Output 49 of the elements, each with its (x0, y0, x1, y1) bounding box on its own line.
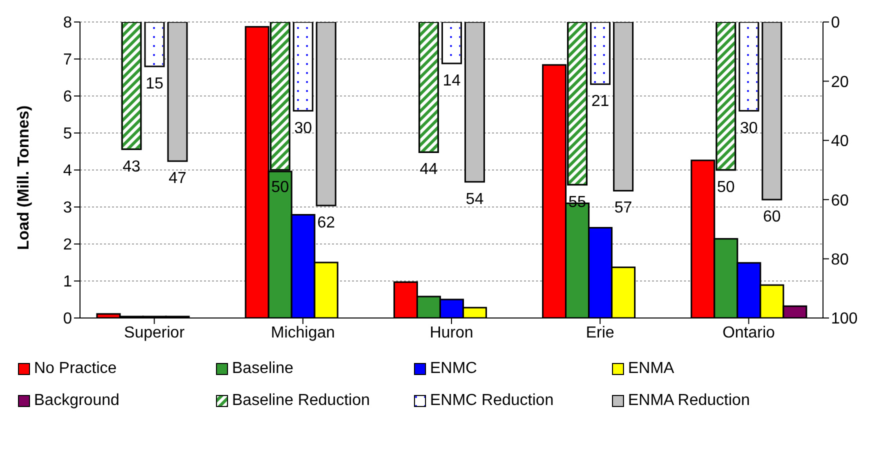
legend-label: ENMC (430, 360, 478, 378)
data-label: 30 (294, 120, 312, 137)
legend-label: Background (34, 392, 120, 410)
legend-label: Baseline Reduction (232, 392, 370, 410)
y2-tick-label: 60 (831, 192, 849, 210)
bar (762, 22, 782, 200)
legend-label: ENMA (628, 360, 674, 378)
legend-label: No Practice (34, 360, 117, 378)
y-tick-label: 5 (63, 126, 72, 143)
data-label: 50 (271, 179, 290, 196)
y2-tick-label: 0 (831, 14, 840, 32)
bar (167, 22, 188, 162)
y2-tick-label: 20 (831, 74, 849, 91)
data-label: 43 (122, 158, 140, 176)
data-label: 47 (168, 170, 186, 188)
legend-label: ENMC Reduction (430, 392, 554, 410)
legend-label: ENMA Reduction (628, 392, 750, 410)
data-label: 55 (568, 194, 586, 211)
data-label: 62 (317, 214, 336, 232)
y2-tick-label: 40 (831, 133, 849, 150)
x-tick-label: Ontario (722, 324, 776, 342)
data-label: 54 (466, 190, 484, 208)
data-label: 21 (591, 93, 610, 110)
y2-tick-label: 80 (831, 251, 849, 268)
x-tick-label: Huron (430, 324, 474, 342)
legend-label: Baseline (232, 360, 294, 378)
data-label: 50 (717, 179, 735, 196)
data-label: 30 (740, 120, 758, 137)
y-tick-label: 1 (63, 274, 72, 291)
x-tick-label: Michigan (270, 324, 335, 342)
y-tick-label: 6 (63, 88, 72, 106)
y-tick-label: 7 (63, 52, 72, 69)
bar (316, 22, 336, 206)
y-tick-label: 0 (63, 310, 72, 328)
data-label: 14 (442, 72, 461, 90)
y-tick-label: 2 (63, 236, 72, 254)
y-tick-label: 4 (63, 162, 72, 180)
data-label: 57 (614, 200, 632, 217)
data-label: 15 (146, 75, 164, 92)
y-axis-title: Load (Mill. Tonnes) (16, 105, 33, 250)
data-label: 44 (420, 161, 438, 178)
y-tick-label: 8 (63, 14, 72, 32)
y-tick-label: 3 (63, 200, 72, 217)
x-tick-label: Erie (586, 324, 614, 342)
bar (464, 22, 485, 183)
x-tick-label: Superior (124, 324, 186, 342)
bar (613, 22, 634, 192)
data-label: 60 (763, 208, 781, 226)
y2-tick-label: 100 (831, 310, 858, 328)
